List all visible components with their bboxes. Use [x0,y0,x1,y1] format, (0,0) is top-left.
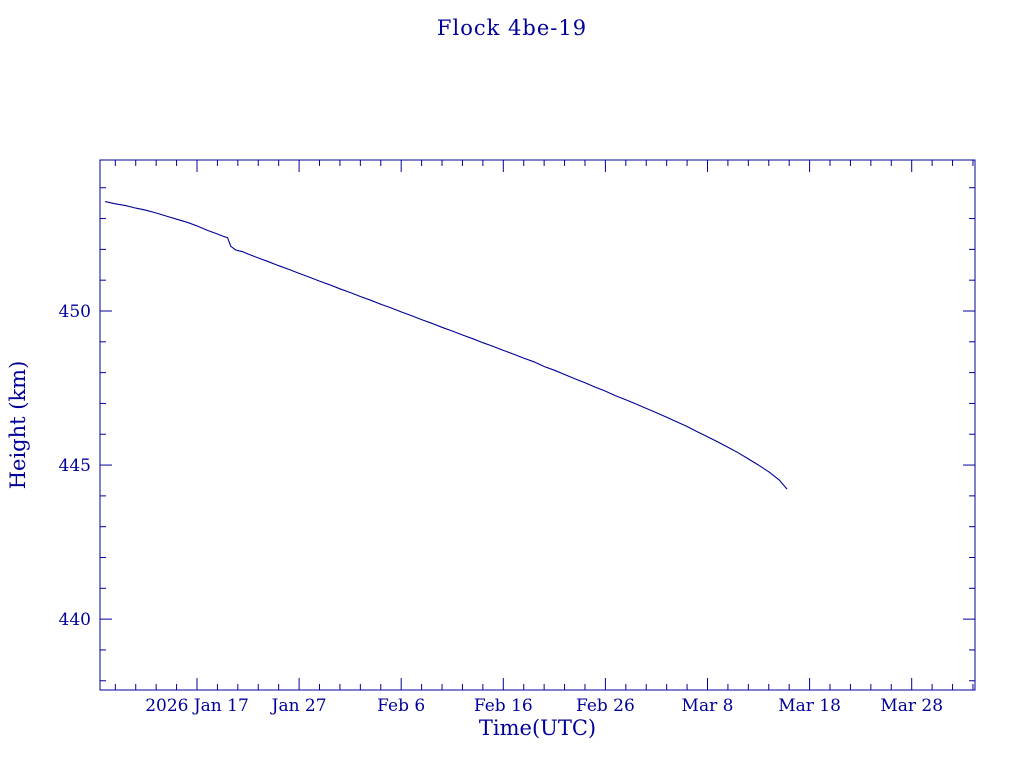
x-tick-label: Mar 18 [778,696,841,716]
axis-box [99,159,976,691]
x-tick-label: Feb 6 [377,696,425,716]
y-axis-label: Height (km) [6,360,30,490]
x-tick-label: Jan 27 [270,696,327,716]
x-tick-label: Mar 28 [880,696,943,716]
x-tick-label: Mar 8 [682,696,734,716]
x-axis-label: Time(UTC) [478,716,597,740]
x-tick-label: Feb 16 [474,696,533,716]
y-tick-label: 440 [59,610,91,630]
y-tick-label: 450 [59,302,91,322]
x-tick-label: Feb 26 [576,696,635,716]
x-tick-label: 2026 Jan 17 [145,696,249,716]
y-tick-label: 445 [59,456,91,476]
height-decay-line [104,201,788,490]
chart-title: Flock 4be-19 [436,16,588,40]
